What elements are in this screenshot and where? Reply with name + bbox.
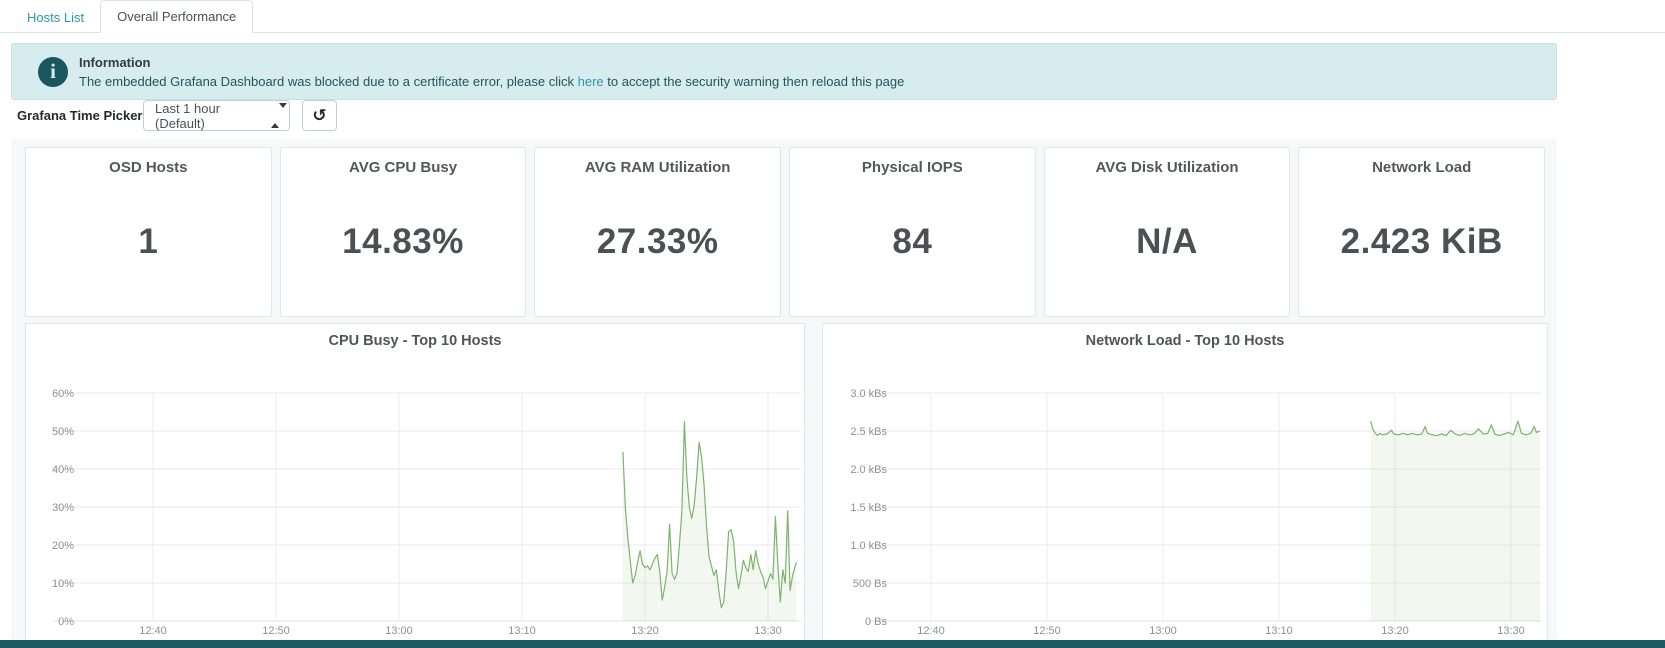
svg-text:3.0 kBs: 3.0 kBs — [850, 388, 887, 400]
stat-card-title: AVG Disk Utilization — [1095, 159, 1239, 176]
svg-text:13:00: 13:00 — [385, 625, 413, 637]
network-load-chart-panel: Network Load - Top 10 Hosts 12:40 12:50 13… — [822, 323, 1548, 648]
tab-overall-performance[interactable]: Overall Performance — [100, 0, 254, 33]
bottom-edge-bar — [0, 640, 1665, 648]
svg-text:60%: 60% — [52, 388, 74, 400]
refresh-button[interactable]: ↺ — [302, 100, 337, 131]
stat-card-value: N/A — [1136, 222, 1198, 261]
svg-text:30%: 30% — [52, 502, 74, 514]
svg-text:12:40: 12:40 — [917, 625, 945, 637]
stat-card-value: 1 — [138, 222, 159, 261]
svg-text:1.5 kBs: 1.5 kBs — [850, 502, 887, 514]
stat-cards-row: OSD Hosts 1 AVG CPU Busy 14.83% AVG RAM … — [25, 147, 1546, 317]
svg-text:20%: 20% — [52, 540, 74, 552]
svg-text:13:10: 13:10 — [508, 625, 536, 637]
svg-text:13:30: 13:30 — [754, 625, 782, 637]
svg-text:2.5 kBs: 2.5 kBs — [850, 426, 887, 438]
stat-card-value: 84 — [892, 222, 933, 261]
svg-text:13:20: 13:20 — [631, 625, 659, 637]
stat-card-network-load: Network Load 2.423 KiB — [1298, 147, 1546, 317]
svg-text:12:40: 12:40 — [139, 625, 167, 637]
cpu-busy-chart-canvas[interactable]: 12:40 12:50 13:00 13:10 13:20 13:30 60% 50% 40% 3… — [26, 324, 804, 648]
stat-card-value: 2.423 KiB — [1340, 222, 1503, 261]
stat-card-osd-hosts: OSD Hosts 1 — [25, 147, 272, 317]
cpu-busy-chart-panel: CPU Busy - Top 10 Hosts 12:40 12:50 13:00 1… — [25, 323, 805, 648]
svg-text:12:50: 12:50 — [1033, 625, 1061, 637]
stat-card-title: AVG RAM Utilization — [584, 159, 731, 176]
svg-text:0%: 0% — [58, 616, 74, 628]
select-caret-icon — [271, 103, 287, 128]
stat-card-value: 27.33% — [596, 222, 719, 261]
svg-text:13:20: 13:20 — [1381, 625, 1409, 637]
banner-title: Information — [79, 54, 151, 70]
svg-text:13:30: 13:30 — [1497, 625, 1525, 637]
info-banner: i Information The embedded Grafana Dashb… — [11, 43, 1557, 100]
time-picker-selected-value: Last 1 hour (Default) — [155, 100, 221, 131]
stat-card-avg-cpu-busy: AVG CPU Busy 14.83% — [279, 147, 527, 317]
banner-message-after: to accept the security warning then relo… — [607, 73, 905, 89]
svg-text:10%: 10% — [52, 578, 74, 590]
tab-hosts-list[interactable]: Hosts List — [27, 10, 85, 25]
stat-card-physical-iops: Physical IOPS 84 — [789, 147, 1036, 317]
stat-card-title: OSD Hosts — [109, 159, 188, 176]
cpu-busy-chart-title: CPU Busy - Top 10 Hosts — [328, 333, 502, 349]
svg-text:40%: 40% — [52, 464, 74, 476]
svg-text:0 Bs: 0 Bs — [865, 616, 888, 628]
network-load-chart-canvas[interactable]: 12:40 12:50 13:00 13:10 13:20 13:30 3.0 kBs 2.5… — [823, 324, 1547, 648]
svg-text:2.0 kBs: 2.0 kBs — [850, 464, 887, 476]
grafana-time-picker-label: Grafana Time Picker — [17, 108, 143, 123]
svg-text:13:10: 13:10 — [1265, 625, 1293, 637]
tab-bar: Hosts List Overall Performance — [0, 0, 1665, 33]
svg-text:12:50: 12:50 — [262, 625, 290, 637]
refresh-icon: ↺ — [312, 105, 327, 125]
network-load-chart-title: Network Load - Top 10 Hosts — [1085, 333, 1285, 349]
stat-card-value: 14.83% — [342, 222, 464, 261]
banner-message-before: The embedded Grafana Dashboard was block… — [79, 73, 574, 89]
stat-card-avg-ram-utilization: AVG RAM Utilization 27.33% — [534, 147, 782, 317]
grafana-time-picker-select[interactable]: Last 1 hour (Default) — [143, 100, 290, 131]
stat-card-title: AVG CPU Busy — [348, 159, 458, 176]
stat-card-title: Network Load — [1372, 159, 1472, 176]
svg-text:1.0 kBs: 1.0 kBs — [850, 540, 887, 552]
accept-certificate-link[interactable]: here — [577, 73, 604, 89]
svg-text:13:00: 13:00 — [1149, 625, 1177, 637]
stat-card-avg-disk-utilization: AVG Disk Utilization N/A — [1043, 147, 1291, 317]
banner-message: The embedded Grafana Dashboard was block… — [79, 74, 904, 89]
svg-text:500 Bs: 500 Bs — [853, 578, 888, 590]
info-circle-icon: i — [38, 56, 68, 87]
stat-card-title: Physical IOPS — [861, 159, 963, 176]
svg-text:50%: 50% — [52, 426, 74, 438]
